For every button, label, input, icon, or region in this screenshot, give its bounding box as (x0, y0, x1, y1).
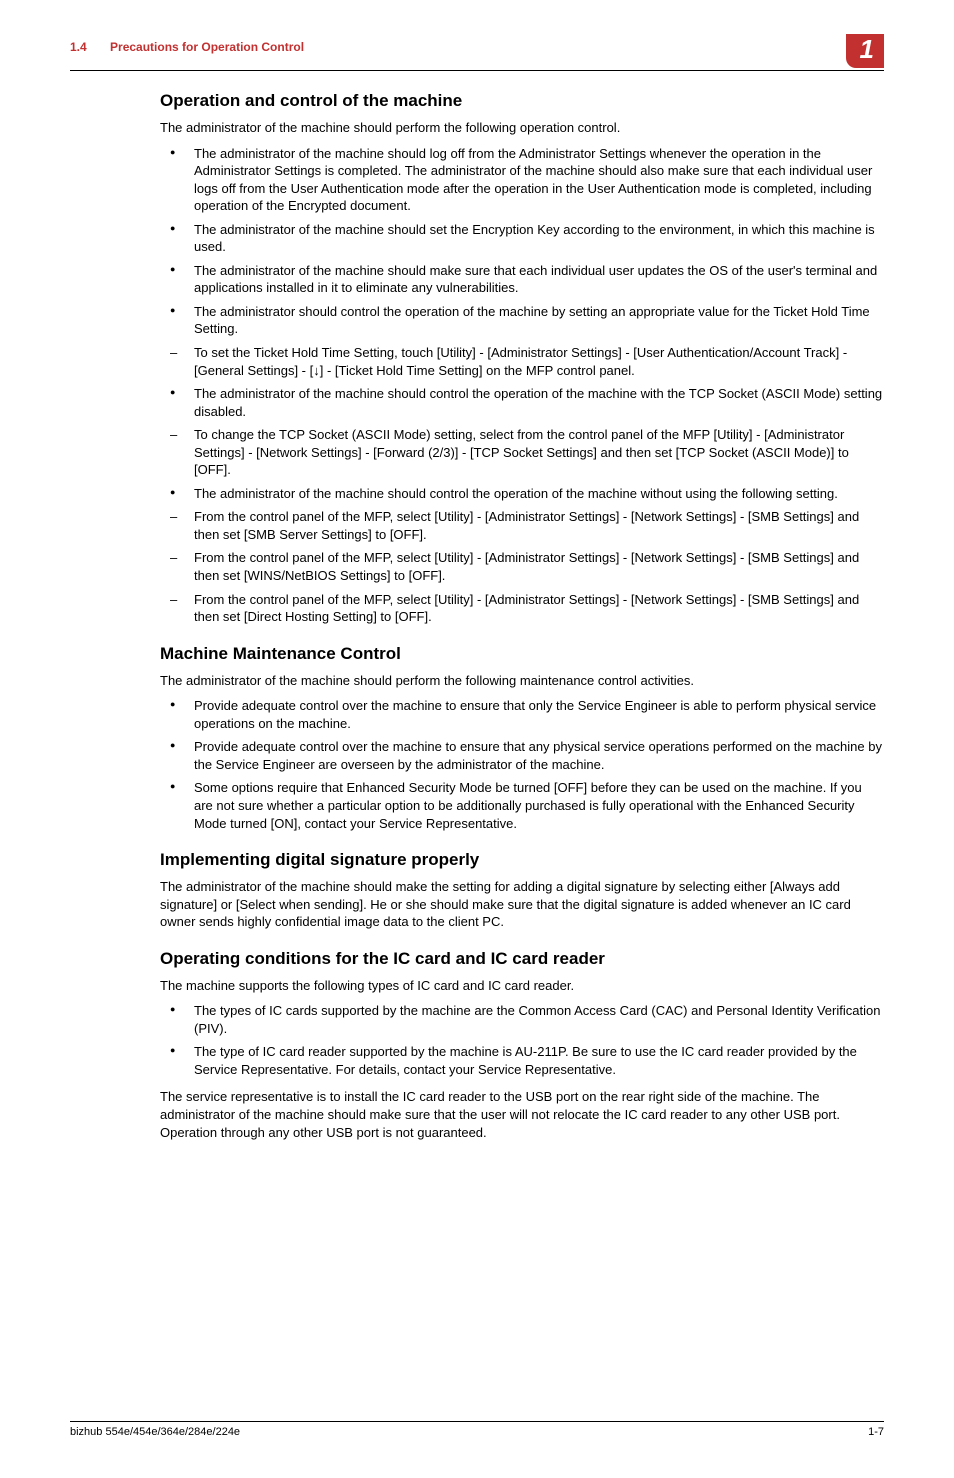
list-item: The administrator of the machine should … (160, 485, 884, 503)
page-header: 1.4 Precautions for Operation Control 1 (70, 40, 884, 71)
section-number: 1.4 (70, 40, 87, 54)
list-maintenance: Provide adequate control over the machin… (160, 697, 884, 832)
outro-iccard: The service representative is to install… (160, 1088, 884, 1141)
list-iccard: The types of IC cards supported by the m… (160, 1002, 884, 1078)
list-item: From the control panel of the MFP, selec… (160, 591, 884, 626)
heading-iccard: Operating conditions for the IC card and… (160, 949, 884, 969)
intro-signature: The administrator of the machine should … (160, 878, 884, 931)
list-item: The type of IC card reader supported by … (160, 1043, 884, 1078)
section-title: Precautions for Operation Control (110, 40, 304, 54)
list-item: The administrator should control the ope… (160, 303, 884, 338)
list-item: The types of IC cards supported by the m… (160, 1002, 884, 1037)
list-item: From the control panel of the MFP, selec… (160, 508, 884, 543)
footer-right: 1-7 (868, 1426, 884, 1438)
footer-left: bizhub 554e/454e/364e/284e/224e (70, 1426, 240, 1438)
list-item: The administrator of the machine should … (160, 221, 884, 256)
page-footer: bizhub 554e/454e/364e/284e/224e 1-7 (70, 1421, 884, 1438)
list-item: Provide adequate control over the machin… (160, 738, 884, 773)
content: Operation and control of the machine The… (160, 91, 884, 1141)
intro-operation: The administrator of the machine should … (160, 119, 884, 137)
list-item: To set the Ticket Hold Time Setting, tou… (160, 344, 884, 379)
list-item: The administrator of the machine should … (160, 385, 884, 420)
heading-signature: Implementing digital signature properly (160, 850, 884, 870)
list-item: From the control panel of the MFP, selec… (160, 549, 884, 584)
list-item: The administrator of the machine should … (160, 145, 884, 215)
page: 1.4 Precautions for Operation Control 1 … (0, 0, 954, 1478)
intro-iccard: The machine supports the following types… (160, 977, 884, 995)
list-operation: The administrator of the machine should … (160, 145, 884, 626)
chapter-badge: 1 (846, 34, 884, 68)
heading-operation: Operation and control of the machine (160, 91, 884, 111)
heading-maintenance: Machine Maintenance Control (160, 644, 884, 664)
list-item: Some options require that Enhanced Secur… (160, 779, 884, 832)
list-item: The administrator of the machine should … (160, 262, 884, 297)
header-left: 1.4 Precautions for Operation Control (70, 40, 846, 54)
intro-maintenance: The administrator of the machine should … (160, 672, 884, 690)
list-item: To change the TCP Socket (ASCII Mode) se… (160, 426, 884, 479)
list-item: Provide adequate control over the machin… (160, 697, 884, 732)
